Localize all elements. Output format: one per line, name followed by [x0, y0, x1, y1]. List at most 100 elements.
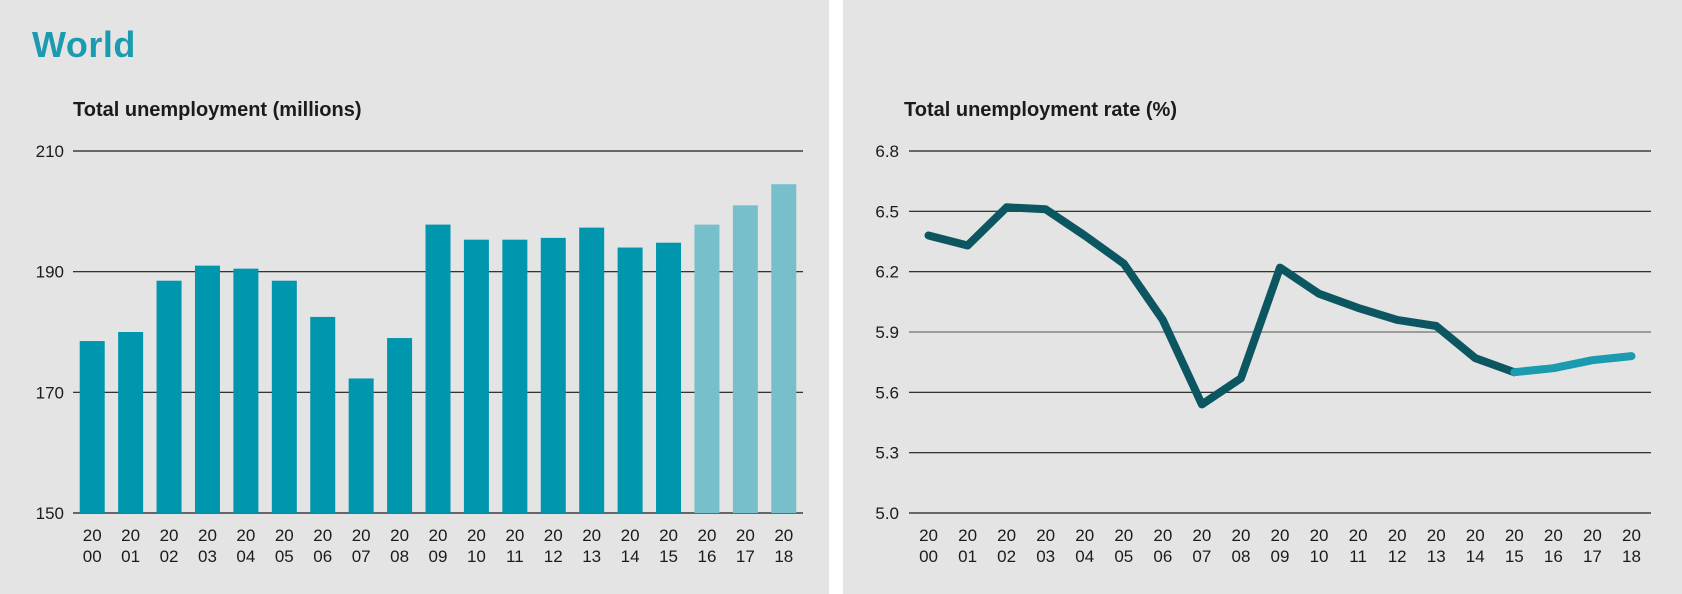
x-tick-label: 10 [1310, 547, 1329, 566]
bar [118, 332, 144, 513]
x-tick-label: 20 [275, 526, 294, 545]
x-tick-label: 20 [1231, 526, 1250, 545]
x-tick-label: 20 [121, 526, 140, 545]
x-tick-label: 01 [121, 547, 140, 566]
x-tick-label: 06 [313, 547, 332, 566]
bar [156, 280, 182, 513]
x-tick-label: 20 [505, 526, 524, 545]
x-tick-label: 13 [1427, 547, 1446, 566]
x-tick-label: 02 [160, 547, 179, 566]
bar [387, 338, 413, 513]
x-tick-label: 20 [1505, 526, 1524, 545]
x-tick-label: 11 [506, 547, 524, 566]
y-tick-label: 150 [36, 504, 64, 523]
x-tick-label: 08 [1231, 547, 1250, 566]
x-tick-label: 01 [958, 547, 977, 566]
x-tick-label: 20 [1544, 526, 1563, 545]
x-tick-label: 12 [1388, 547, 1407, 566]
bar [348, 378, 374, 513]
left-panel: World Total unemployment (millions) 210 1… [0, 0, 829, 594]
bar [310, 316, 336, 513]
x-tick-label: 20 [1427, 526, 1446, 545]
bar [271, 280, 297, 513]
unemployment-rate-line-chart: 6.8 6.5 6.2 5.9 5.6 5.3 5.0 20 00 20 01 20 02 20 03 20 0… [875, 142, 1651, 566]
x-tick-label: 17 [1583, 547, 1602, 566]
x-tick-label: 05 [275, 547, 294, 566]
x-tick-label: 20 [697, 526, 716, 545]
x-tick-label: 20 [544, 526, 563, 545]
x-tick-label: 20 [659, 526, 678, 545]
x-tick-label: 20 [352, 526, 371, 545]
x-tick-label: 20 [958, 526, 977, 545]
x-tick-label: 00 [83, 547, 102, 566]
x-tick-label: 20 [467, 526, 486, 545]
x-tick-label: 20 [997, 526, 1016, 545]
x-tick-label: 20 [1466, 526, 1485, 545]
x-tick-label: 15 [659, 547, 678, 566]
x-tick-label: 20 [1036, 526, 1055, 545]
x-tick-label: 14 [621, 547, 640, 566]
y-tick-label: 6.8 [875, 142, 899, 161]
x-tick-label: 05 [1114, 547, 1133, 566]
x-tick-label: 20 [1622, 526, 1641, 545]
x-tick-label: 20 [160, 526, 179, 545]
y-tick-label: 210 [36, 142, 64, 161]
y-tick-label: 5.3 [875, 444, 899, 463]
right-panel: Total unemployment rate (%) 6.8 6.5 6.2 5.9… [843, 0, 1682, 594]
x-tick-label: 20 [390, 526, 409, 545]
x-tick-label: 09 [1271, 547, 1290, 566]
x-tick-label: 20 [919, 526, 938, 545]
x-tick-label: 20 [736, 526, 755, 545]
bar [502, 239, 528, 513]
bar [194, 265, 220, 513]
bar-projected [694, 224, 720, 513]
x-tick-label: 12 [544, 547, 563, 566]
x-tick-label: 20 [1192, 526, 1211, 545]
x-tick-label: 20 [429, 526, 448, 545]
bar [79, 341, 105, 513]
bar-projected [732, 205, 758, 514]
y-tick-label: 6.2 [875, 263, 899, 282]
x-tick-label: 16 [1544, 547, 1563, 566]
y-tick-label: 5.0 [875, 504, 899, 523]
x-tick-label: 18 [1622, 547, 1641, 566]
x-tick-label: 14 [1466, 547, 1485, 566]
bar [233, 268, 259, 513]
unemployment-chart-title: Total unemployment (millions) [73, 99, 362, 121]
x-tick-label: 20 [621, 526, 640, 545]
unemployment-rate-chart-title: Total unemployment rate (%) [904, 99, 1177, 121]
x-tick-label: 13 [582, 547, 601, 566]
x-tick-label: 16 [697, 547, 716, 566]
x-tick-label: 04 [1075, 547, 1094, 566]
x-tick-label: 04 [236, 547, 255, 566]
x-tick-label: 03 [198, 547, 217, 566]
x-tick-label: 20 [1388, 526, 1407, 545]
x-tick-label: 20 [1583, 526, 1602, 545]
x-tick-label: 08 [390, 547, 409, 566]
x-tick-label: 20 [313, 526, 332, 545]
x-tick-label: 02 [997, 547, 1016, 566]
bar-projected [771, 184, 797, 513]
x-tick-label: 10 [467, 547, 486, 566]
x-tick-label: 11 [1349, 547, 1367, 566]
bar [463, 239, 489, 513]
x-tick-label: 07 [1192, 547, 1211, 566]
x-tick-label: 20 [198, 526, 217, 545]
bar [540, 237, 566, 513]
unemployment-bar-chart: 210 190 170 150 20 00 20 01 20 02 20 03 20 04 20 05 20 06… [36, 142, 803, 566]
x-tick-label: 20 [1075, 526, 1094, 545]
y-tick-label: 190 [36, 263, 64, 282]
x-tick-label: 15 [1505, 547, 1524, 566]
x-tick-label: 20 [83, 526, 102, 545]
x-tick-label: 20 [1271, 526, 1290, 545]
x-tick-label: 17 [736, 547, 755, 566]
region-title: World [32, 24, 136, 65]
x-tick-label: 00 [919, 547, 938, 566]
y-tick-label: 170 [36, 383, 64, 402]
series-line-projected [1510, 352, 1636, 377]
x-tick-label: 03 [1036, 547, 1055, 566]
series-line-actual [924, 203, 1519, 409]
bar [579, 227, 605, 513]
bar [617, 247, 643, 514]
x-tick-label: 20 [774, 526, 793, 545]
